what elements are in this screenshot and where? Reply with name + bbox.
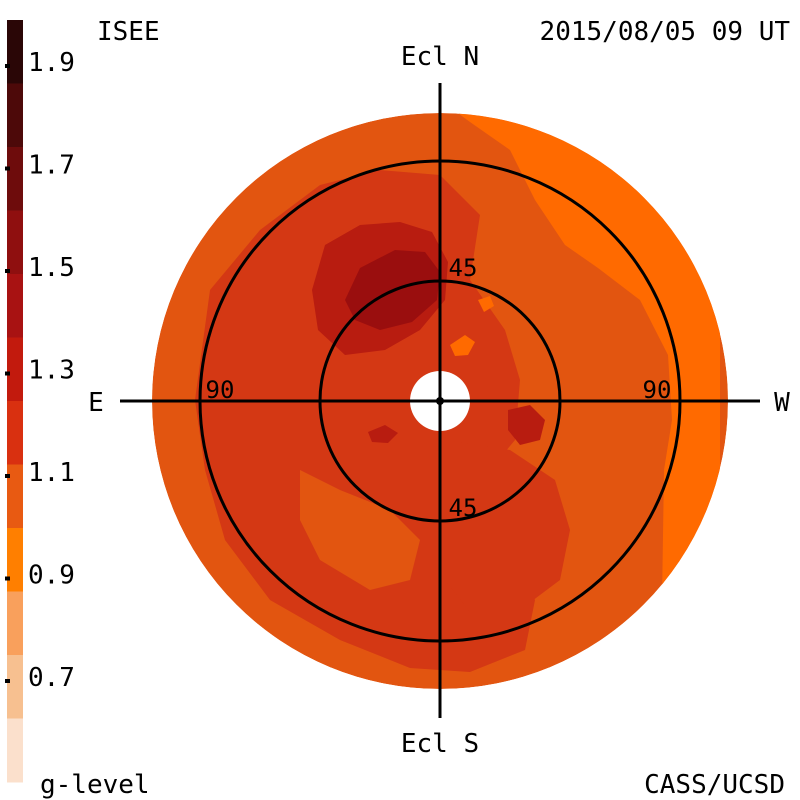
colorbar-tick-label: 0.7 bbox=[28, 663, 75, 693]
ring-label-inner-top: 45 bbox=[449, 254, 478, 282]
east-label: E bbox=[88, 388, 104, 418]
colorbar-tick-label: 1.3 bbox=[28, 356, 75, 386]
credit-label: CASS/UCSD bbox=[644, 770, 785, 800]
scale-title: g-level bbox=[40, 770, 150, 800]
colorbar-band bbox=[7, 718, 23, 783]
colorbar-tick-mark bbox=[5, 576, 10, 581]
colorbar-tick-mark bbox=[5, 64, 10, 68]
colorbar-band bbox=[7, 20, 23, 84]
region-moderate-south bbox=[445, 440, 570, 612]
colorbar-tick-mark bbox=[5, 679, 10, 683]
region-background-island bbox=[300, 470, 420, 590]
region-high-patch bbox=[368, 425, 398, 443]
center-dot bbox=[436, 397, 444, 405]
colorbar-band bbox=[7, 147, 23, 211]
colorbar: 1.9 1.7 1.5 1.3 1.1 0.9 0.7 bbox=[5, 20, 75, 783]
region-low-west bbox=[440, 113, 720, 689]
colorbar-tick-label: 1.1 bbox=[28, 458, 75, 488]
colorbar-band bbox=[7, 337, 23, 402]
timestamp-label: 2015/08/05 09 UT bbox=[540, 17, 791, 47]
colorbar-band bbox=[7, 210, 23, 275]
colorbar-tick-label: 1.9 bbox=[28, 48, 75, 78]
source-label: ISEE bbox=[97, 17, 160, 47]
colorbar-band bbox=[7, 274, 23, 338]
colorbar-band bbox=[7, 401, 23, 465]
region-high-patch bbox=[508, 405, 545, 445]
ring-label-outer-right: 90 bbox=[643, 376, 672, 404]
colorbar-tick-mark bbox=[5, 269, 10, 273]
west-label: W bbox=[774, 388, 790, 418]
south-label: Ecl S bbox=[401, 729, 479, 759]
region-low-patch bbox=[450, 335, 475, 356]
colorbar-tick-label: 1.7 bbox=[28, 151, 75, 181]
colorbar-tick-mark bbox=[5, 474, 10, 478]
north-label: Ecl N bbox=[401, 42, 479, 72]
colorbar-band bbox=[7, 83, 23, 148]
region-low-patch bbox=[478, 296, 494, 312]
colorbar-tick-label: 1.5 bbox=[28, 253, 75, 283]
colorbar-band bbox=[7, 528, 23, 592]
colorbar-band bbox=[7, 591, 23, 656]
colorbar-band bbox=[7, 655, 23, 719]
colorbar-tick-label: 0.9 bbox=[28, 561, 75, 591]
ring-label-outer-left: 90 bbox=[206, 376, 235, 404]
ring-label-inner-bottom: 45 bbox=[449, 494, 478, 522]
colorbar-band bbox=[7, 464, 23, 529]
colorbar-tick-mark bbox=[5, 371, 10, 376]
colorbar-tick-mark bbox=[5, 166, 10, 171]
